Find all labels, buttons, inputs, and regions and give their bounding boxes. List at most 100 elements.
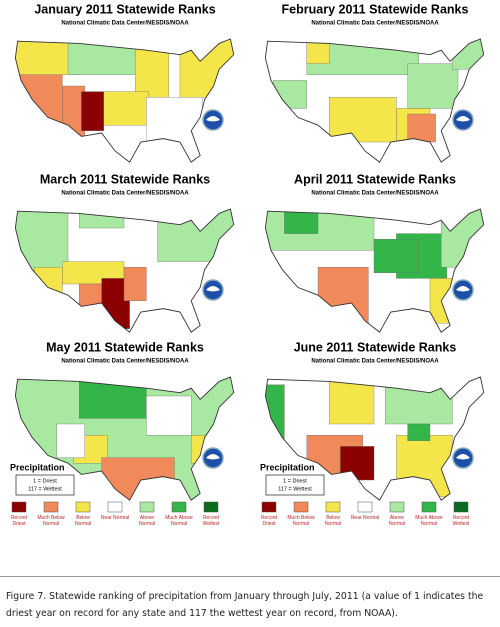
state-region [452,38,484,70]
us-map [264,38,485,163]
state-region [81,91,105,131]
legend-label: Above Normal [388,515,406,527]
legend-label: Much Below Normal [287,515,315,527]
state-region [317,267,369,329]
legend-swatch [171,501,187,513]
noaa-bird [456,286,470,292]
state-region [306,38,330,64]
map-title: May 2011 Statewide Ranks [46,340,204,354]
legend-swatch [43,501,59,513]
map-panel: March 2011 Statewide Ranks National Clima… [14,172,235,333]
noaa-bird [206,454,220,460]
state-region [340,446,375,481]
legend-title: Precipitation [260,462,315,472]
state-regions [15,38,234,163]
us-map [264,208,485,333]
state-region [284,208,319,234]
map-title: June 2011 Statewide Ranks [294,340,457,354]
legend-label: Record Wettest [452,515,470,527]
us-map [14,208,235,333]
map-source: National Climatic Data Center/NESDIS/NOA… [311,359,439,365]
legend-key-box [265,474,325,496]
state-region [103,91,149,126]
map-panel: February 2011 Statewide Ranks National Cl… [264,2,485,163]
map-title: April 2011 Statewide Ranks [294,172,456,186]
legend-label: Near Normal [100,515,130,521]
legend-label: Much Below Normal [37,515,65,527]
legend-key-text: 1 = Driest [33,478,57,484]
state-region [407,63,459,109]
map-source: National Climatic Data Center/NESDIS/NOA… [311,191,439,197]
legend-swatch [421,501,437,513]
legend-swatch [357,501,373,513]
legend-swatch [261,501,277,513]
state-region [15,74,63,143]
state-region [67,38,136,75]
legend-swatch [75,501,91,513]
legend-label: Near Normal [350,515,380,521]
us-outline [14,376,235,501]
us-outline [264,208,485,333]
legend-label: Below Normal [324,515,342,527]
legend: Precipitation 1 = Driest 117 = Wettest [260,462,469,513]
legend-label: Much Above Normal [415,515,443,527]
state-region [273,80,307,109]
state-regions [15,208,234,333]
legend-swatch [11,501,27,513]
us-outline [264,38,485,163]
state-region [385,376,453,425]
legend-swatch [325,501,341,513]
legend-swatch [293,501,309,513]
state-region [441,208,484,268]
legend-label: Record Wettest [202,515,220,527]
state-region [407,423,431,441]
legend-label: Record Driest [260,515,278,527]
map-title: February 2011 Statewide Ranks [282,2,469,16]
state-region [146,395,192,436]
map-source: National Climatic Data Center/NESDIS/NOA… [61,191,189,197]
legend-label: Above Normal [138,515,156,527]
legend-swatch [139,501,155,513]
noaa-bird [206,116,220,122]
state-region [407,113,436,143]
legend: Precipitation 1 = Driest 117 = Wettest [10,462,219,513]
state-region [373,239,419,273]
noaa-bird [456,116,470,122]
divider [0,576,500,577]
us-outline [14,208,235,333]
legend-key-text: 1 = Driest [283,478,307,484]
caption: Figure 7. Statewide ranking of precipita… [6,591,484,619]
legend-label: Below Normal [74,515,92,527]
map-panel: January 2011 Statewide Ranks National Cli… [14,2,235,163]
map-panel: May 2011 Statewide Ranks National Climati… [14,340,235,501]
map-source: National Climatic Data Center/NESDIS/NOA… [311,21,439,27]
us-outline [264,376,485,501]
map-panel: April 2011 Statewide Ranks National Clima… [264,172,485,333]
legend-label: Record Driest [10,515,28,527]
legend-key-box [15,474,75,496]
state-region [146,97,203,163]
noaa-bird [206,286,220,292]
state-region [157,208,234,262]
state-regions [265,38,484,163]
legend-title: Precipitation [10,462,65,472]
state-region [101,457,175,501]
legend-swatch [203,501,219,513]
us-outline [14,38,235,163]
state-region [79,376,147,419]
legend-swatch [389,501,405,513]
state-region [79,283,102,313]
noaa-bird [456,454,470,460]
state-regions [265,208,484,333]
state-region [329,379,375,425]
state-region [396,435,453,497]
map-title: March 2011 Statewide Ranks [40,172,210,186]
us-map [14,38,235,163]
state-region [135,46,169,98]
legend-label: Much Above Normal [165,515,193,527]
map-source: National Climatic Data Center/NESDIS/NOA… [61,359,189,365]
figure: January 2011 Statewide Ranks National Cli… [10,2,485,513]
legend-key-text: 117 = Wettest [278,486,312,492]
legend-swatch [107,501,123,513]
